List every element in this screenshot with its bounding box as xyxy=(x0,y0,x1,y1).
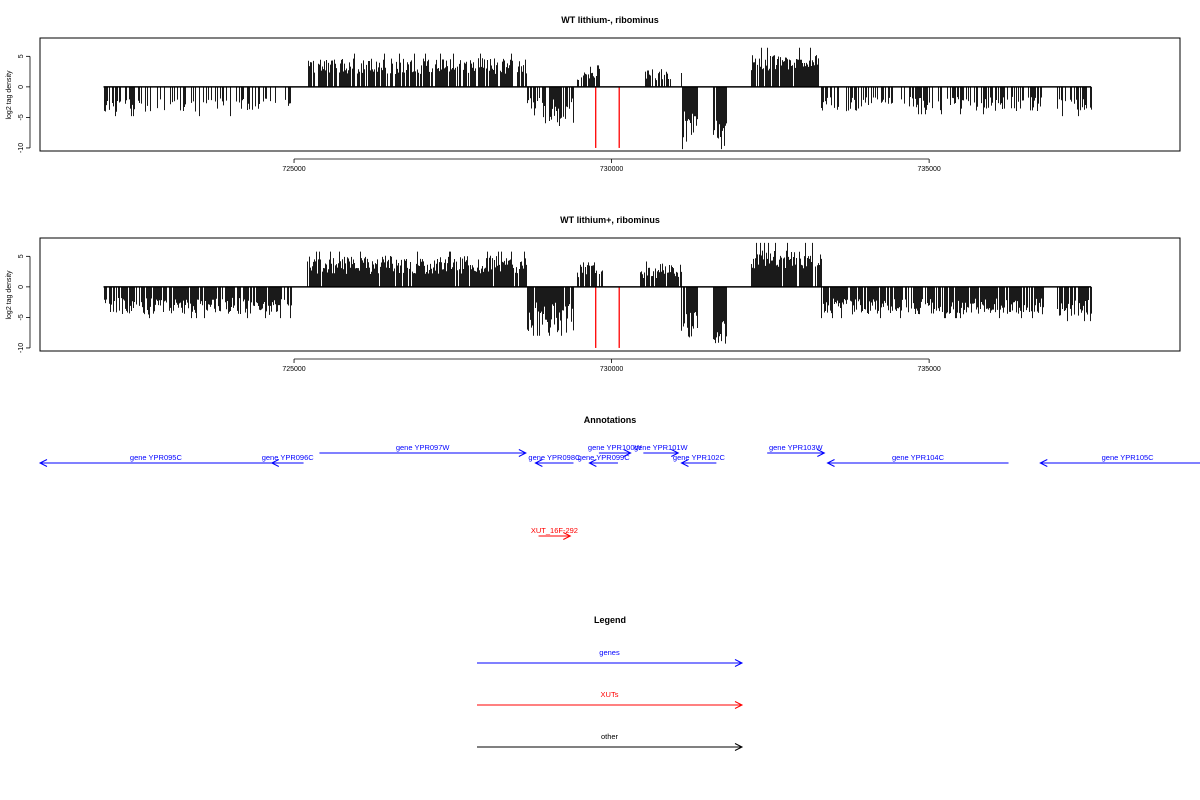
density-bars xyxy=(104,47,1092,150)
x-tick-label: 735000 xyxy=(917,366,940,373)
legend-entry-xuts: XUTs xyxy=(477,690,744,709)
track-title: WT lithium+, ribominus xyxy=(560,215,660,225)
feature-gene-ypr105c: gene YPR105C xyxy=(1039,453,1200,467)
plot-frame xyxy=(39,237,1181,352)
arrow-head xyxy=(680,459,689,467)
x-tick-label: 730000 xyxy=(600,366,623,373)
position-markers xyxy=(595,86,620,148)
feature-gene-ypr096c: gene YPR096C xyxy=(262,453,315,467)
feature-gene-ypr102c: gene YPR102C xyxy=(673,453,726,467)
feature-gene-ypr103w: gene YPR103W xyxy=(767,443,826,457)
feature-xut-16f-292: XUT_16F-292 xyxy=(531,526,578,540)
arrow-head xyxy=(588,459,597,467)
y-tick-label: 0 xyxy=(18,85,25,89)
arrow-head xyxy=(534,459,543,467)
y-tick-label: 0 xyxy=(18,285,25,289)
y-tick-label: 5 xyxy=(18,54,25,58)
arrow-head xyxy=(734,659,744,667)
legend-title: Legend xyxy=(594,615,626,625)
y-tick-label: -10 xyxy=(18,343,25,353)
annotations-panel: Annotations gene YPR095C gene YPR096Cgene… xyxy=(38,415,1200,540)
legend-label: XUTs xyxy=(601,690,619,699)
feature-gene-ypr104c: gene YPR104C xyxy=(826,453,1009,467)
feature-label: gene YPR103W xyxy=(769,443,824,452)
y-tick-label: -5 xyxy=(18,314,25,320)
y-tick-label: -5 xyxy=(18,114,25,120)
x-axis: 725000 730000 735000 xyxy=(282,358,941,373)
track-panel-lithium-plus: WT lithium+, ribominus log2 tag density … xyxy=(6,215,1181,373)
feature-gene-ypr095c: gene YPR095C xyxy=(38,453,272,467)
arrow-head xyxy=(623,449,632,457)
annotations-title: Annotations xyxy=(584,415,637,425)
feature-gene-ypr097w: gene YPR097W xyxy=(319,443,527,457)
x-axis: 725000 730000 735000 xyxy=(282,158,941,173)
arrow-head xyxy=(38,459,48,467)
feature-gene-ypr098c: gene YPR098C xyxy=(528,453,581,467)
feature-label: gene YPR099C xyxy=(578,453,631,462)
feature-label: XUT_16F-292 xyxy=(531,526,578,535)
arrow-head xyxy=(671,449,680,457)
x-tick-label: 730000 xyxy=(600,166,623,173)
x-tick-label: 735000 xyxy=(917,166,940,173)
legend-label: other xyxy=(601,732,619,741)
y-axis-label: log2 tag density xyxy=(6,70,13,120)
feature-label: gene YPR095C xyxy=(130,453,183,462)
feature-label: gene YPR102C xyxy=(673,453,726,462)
feature-gene-ypr101w: gene YPR101W xyxy=(634,443,689,457)
x-tick-label: 725000 xyxy=(282,166,305,173)
feature-label: gene YPR104C xyxy=(892,453,945,462)
arrow-head xyxy=(817,449,826,457)
track-title: WT lithium-, ribominus xyxy=(561,15,659,25)
feature-gene-ypr099c: gene YPR099C xyxy=(578,453,631,467)
feature-arrows: gene YPR095C gene YPR096C gene YPR097W gene… xyxy=(38,443,1200,540)
y-axis: 5 0 -5 -10 xyxy=(18,54,31,153)
feature-label: gene YPR100W xyxy=(588,443,643,452)
arrow-head xyxy=(1039,459,1048,467)
y-tick-label: -10 xyxy=(18,143,25,153)
legend-label: genes xyxy=(599,648,620,657)
arrow-head xyxy=(826,459,835,467)
feature-gene-ypr100w: gene YPR100W xyxy=(588,443,643,457)
arrow-head xyxy=(734,743,744,751)
legend-panel: Legend genes XUTs other xyxy=(477,615,744,751)
position-markers xyxy=(595,286,620,348)
legend-entries: genes XUTs other xyxy=(477,648,744,751)
feature-label: gene YPR105C xyxy=(1102,453,1155,462)
feature-label: gene YPR097W xyxy=(396,443,451,452)
arrow-head xyxy=(518,449,527,457)
arrow-head xyxy=(563,532,572,540)
x-tick-label: 725000 xyxy=(282,366,305,373)
feature-label: gene YPR096C xyxy=(262,453,315,462)
arrow-head xyxy=(270,459,280,467)
feature-label: gene YPR101W xyxy=(634,443,689,452)
density-bars xyxy=(104,242,1092,344)
legend-entry-other: other xyxy=(477,732,744,751)
legend-entry-genes: genes xyxy=(477,648,744,667)
feature-label: gene YPR098C xyxy=(528,453,581,462)
y-axis: 5 0 -5 -10 xyxy=(18,254,31,353)
arrow-head xyxy=(734,701,744,709)
track-panel-lithium-minus: WT lithium-, ribominus log2 tag density … xyxy=(6,15,1181,173)
y-tick-label: 5 xyxy=(18,254,25,258)
y-axis-label: log2 tag density xyxy=(6,270,13,320)
plot-frame xyxy=(39,37,1181,152)
